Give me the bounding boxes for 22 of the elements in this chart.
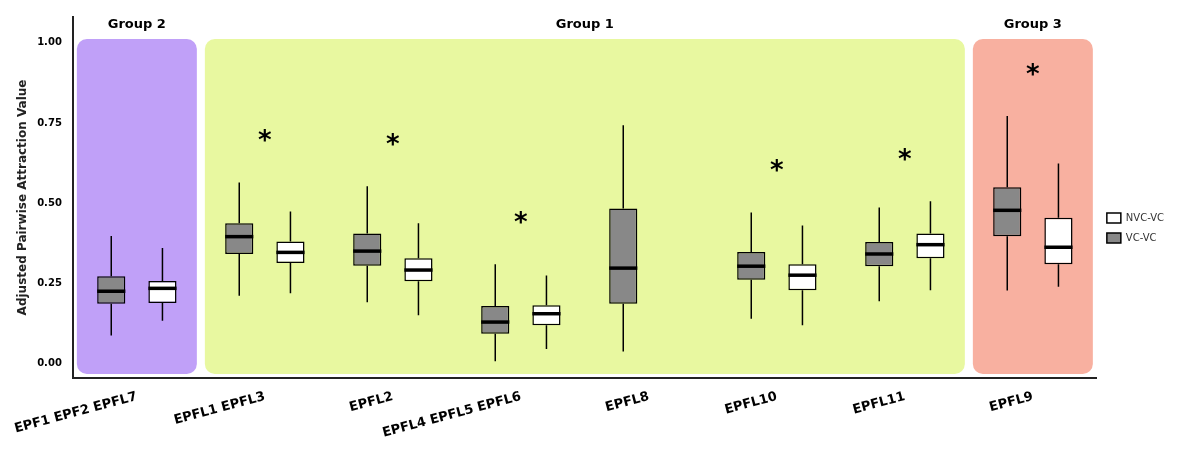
band-label: Group 1 [555,16,614,32]
annotation: * [770,155,785,186]
annotation: * [1026,58,1041,89]
x-tick-label: EPFL8 [603,388,651,415]
y-tick-label: 1.00 [37,36,62,48]
band-label: Group 3 [1003,16,1062,32]
annotation: * [386,128,401,159]
x-tick-label: EPFL1 EPFL3 [172,388,267,427]
legend-label: VC-VC [1125,231,1157,243]
y-tick-label: 0.25 [37,277,62,289]
y-tick-label: 0.75 [37,116,62,128]
y-axis-title: Adjusted Pairwise Attraction Value [15,79,30,316]
annotation: * [898,144,913,175]
legend-label: NVC-VC [1125,211,1165,223]
band-label: Group 2 [107,16,166,32]
x-tick-label: EPFL9 [987,388,1035,415]
y-tick-label: 0.50 [37,196,62,208]
annotation: * [514,207,529,238]
x-tick-label: EPF1 EPF2 EPFL7 [12,388,139,436]
annotation: * [258,125,273,156]
y-tick-label: 0.00 [37,357,62,369]
x-tick-label: EPFL2 [347,388,395,415]
